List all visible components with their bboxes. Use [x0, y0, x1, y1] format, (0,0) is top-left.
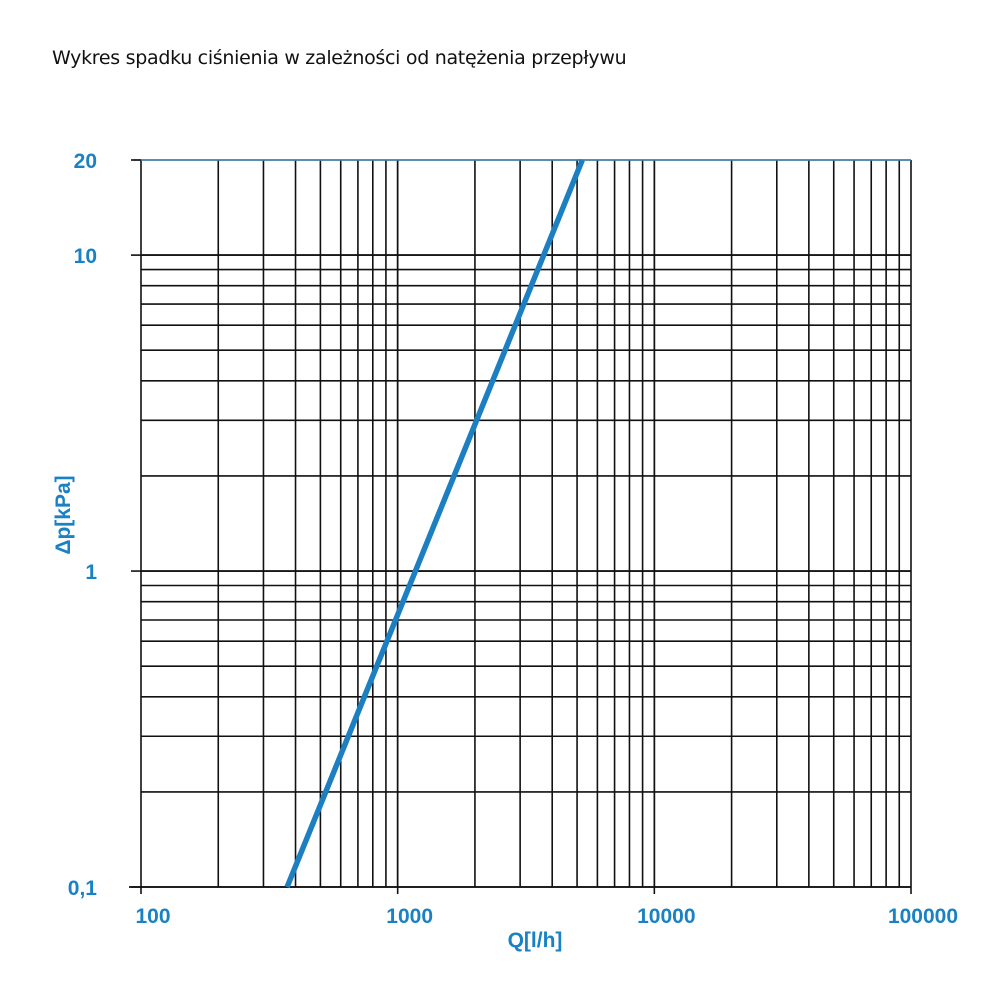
x-tick-label: 10000: [637, 905, 695, 928]
y-axis-label: Δp[kPa]: [52, 475, 75, 554]
x-axis-label: Q[l/h]: [508, 929, 563, 952]
x-tick-label: 1000: [386, 905, 433, 928]
pressure-drop-line: [284, 158, 585, 889]
y-tick-label: 20: [74, 150, 97, 173]
y-tick-label: 1: [85, 561, 97, 584]
chart-title: Wykres spadku ciśnienia w zależności od …: [52, 47, 627, 69]
x-tick-label: 100000: [888, 905, 958, 928]
y-tick-label: 0,1: [68, 877, 98, 900]
x-tick-label: 100: [135, 905, 170, 928]
y-tick-label: 10: [74, 245, 97, 268]
